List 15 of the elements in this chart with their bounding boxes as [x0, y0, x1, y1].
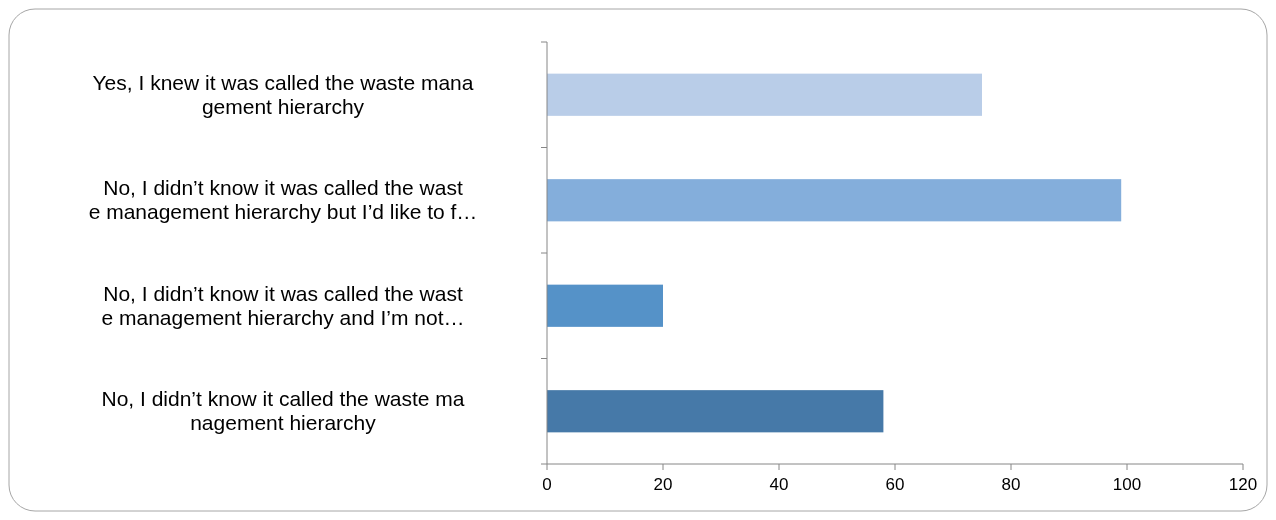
bar [547, 179, 1122, 222]
bar [547, 73, 982, 116]
bar [547, 284, 663, 327]
x-tick-label: 0 [542, 475, 552, 494]
x-tick-label: 20 [653, 475, 673, 494]
y-tick-label: No, I didn’t know it was called the wast e management hierarchy and I’m not… [101, 281, 465, 329]
y-tick-label: Yes, I knew it was called the waste mana gement hierarchy [92, 70, 474, 118]
bar [547, 390, 884, 433]
x-tick-label: 60 [885, 475, 905, 494]
x-tick-label: 100 [1112, 475, 1142, 494]
y-tick-label: No, I didn’t know it called the waste ma nagement hierarchy [101, 387, 465, 435]
y-tick-label: No, I didn’t know it was called the wast e management hierarchy but I’d like to f… [88, 176, 478, 224]
x-tick-label: 120 [1228, 475, 1258, 494]
x-tick-label: 80 [1001, 475, 1021, 494]
x-tick-label: 40 [769, 475, 789, 494]
